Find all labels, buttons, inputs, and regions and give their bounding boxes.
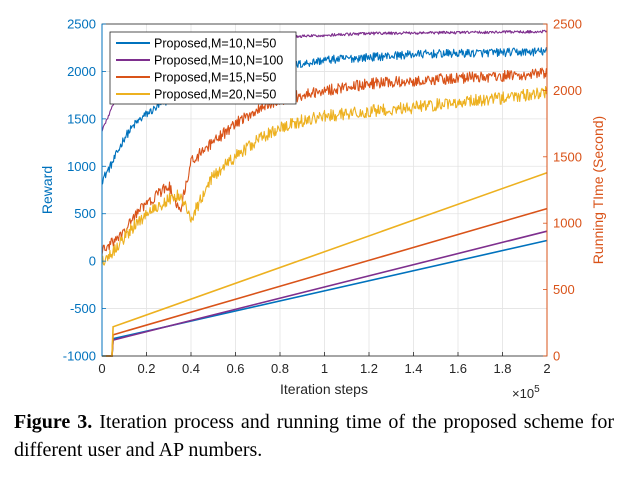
legend-entry-label: Proposed,M=15,N=50 [154,71,276,85]
x-tick-label: 0.2 [137,361,155,376]
y-left-tick-label: 0 [89,254,96,269]
x-tick-label: 1.4 [404,361,422,376]
x-tick-label: 0 [98,361,105,376]
y-right-tick-label: 2500 [553,17,582,32]
y-axis-right-label: Running TIme (Second) [590,116,606,264]
y-left-tick-label: 2500 [67,17,96,32]
y-right-tick-label: 0 [553,349,560,364]
legend-entry-label: Proposed,M=10,N=100 [154,54,283,68]
x-tick-label: 1.6 [449,361,467,376]
caption-text: Iteration process and running time of th… [14,411,614,461]
y-axis-left-label: Reward [39,166,55,214]
y-left-tick-label: -1000 [63,349,96,364]
x-tick-label: 2 [543,361,550,376]
y-left-tick-label: -500 [70,301,96,316]
y-left-tick-label: 500 [74,206,96,221]
legend-entry-label: Proposed,M=10,N=50 [154,37,276,51]
y-right-tick-label: 1000 [553,216,582,231]
x-tick-label: 0.4 [182,361,200,376]
figure-caption: Figure 3. Iteration process and running … [14,408,614,464]
reward-series-line [101,67,548,256]
x-tick-label: 1 [321,361,328,376]
x-tick-label: 1.2 [360,361,378,376]
y-left-tick-label: 2000 [67,64,96,79]
legend: Proposed,M=10,N=50 Proposed,M=10,N=100 Pro… [109,31,297,105]
y-right-tick-label: 500 [553,282,575,297]
x-axis-label: Iteration steps [280,381,368,397]
y-left-tick-label: 1000 [67,159,96,174]
y-right-tick-label: 2000 [553,83,582,98]
y-left-tick-label: 1500 [67,111,96,126]
legend-entry-label: Proposed,M=20,N=50 [154,88,276,102]
y-right-tick-label: 1500 [553,149,582,164]
x-tick-label: 1.8 [493,361,511,376]
x-tick-label: 0.6 [226,361,244,376]
x-axis-multiplier: ×105 [512,384,540,401]
axes: 0 0.2 0.4 0.6 0.8 1 1.2 1.4 1.6 1.8 2 -1000 -500 0 500… [63,17,582,377]
reward-series-line [101,86,548,266]
x-tick-label: 0.8 [271,361,289,376]
caption-label: Figure 3. [14,411,93,433]
